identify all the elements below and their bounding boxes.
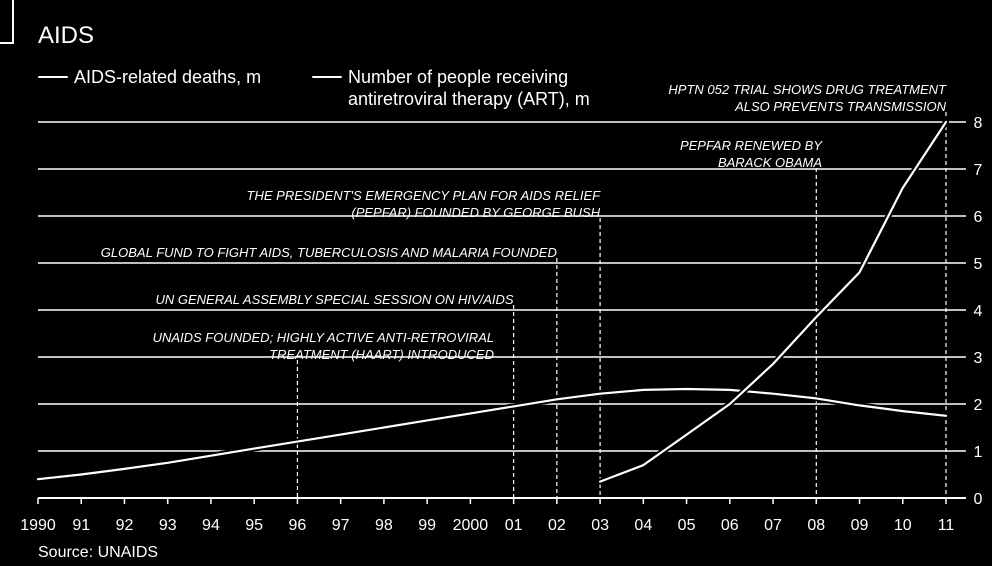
series-line-0 xyxy=(36,387,948,481)
data-point-series0-1997 xyxy=(339,433,342,436)
data-point-series0-1990 xyxy=(37,478,39,481)
corner-marker xyxy=(0,0,14,44)
x-tick-label-97: 97 xyxy=(332,517,350,534)
data-point-series0-2005 xyxy=(685,388,688,390)
data-point-series0-1991 xyxy=(80,473,83,476)
x-tick-label-91: 91 xyxy=(72,517,90,534)
data-point-series0-2003 xyxy=(599,392,601,395)
data-point-series0-2001 xyxy=(512,405,515,408)
y-tick-label-7: 7 xyxy=(974,162,983,179)
y-tick-label-1: 1 xyxy=(974,444,983,461)
data-point-series1-2006 xyxy=(729,403,731,405)
x-tick-label-01: 01 xyxy=(505,517,523,534)
legend-swatch-deaths xyxy=(38,76,68,78)
data-point-series0-2008 xyxy=(815,397,818,400)
legend-label-deaths: AIDS-related deaths, m xyxy=(74,67,262,87)
data-point-series0-2009 xyxy=(858,404,861,407)
event-label-2003-line-1: (PEPFAR) FOUNDED BY GEORGE BUSH xyxy=(351,205,600,220)
x-tick-label-99: 99 xyxy=(418,517,436,534)
x-tick-label-07: 07 xyxy=(764,517,782,534)
y-tick-label-5: 5 xyxy=(974,256,983,273)
x-tick-label-10: 10 xyxy=(894,517,912,534)
data-point-series0-2004 xyxy=(642,389,645,391)
y-tick-label-6: 6 xyxy=(974,209,983,226)
x-tick-label-95: 95 xyxy=(245,517,263,534)
data-point-series0-2000 xyxy=(469,412,472,415)
data-point-series0-2010 xyxy=(901,410,904,412)
data-point-series0-1998 xyxy=(383,426,385,429)
source-note: Source: UNAIDS xyxy=(38,544,159,561)
data-point-series0-2002 xyxy=(556,398,558,401)
x-tick-label-1990: 1990 xyxy=(20,517,56,534)
x-tick-label-94: 94 xyxy=(202,517,220,534)
x-tick-label-2000: 2000 xyxy=(453,517,489,534)
x-tick-label-09: 09 xyxy=(851,517,869,534)
x-tick-label-05: 05 xyxy=(678,517,696,534)
series-outline-0 xyxy=(35,386,949,483)
y-tick-label-4: 4 xyxy=(974,303,983,320)
series-outline-1 xyxy=(597,119,949,485)
event-label-2001-line-0: UN GENERAL ASSEMBLY SPECIAL SESSION ON H… xyxy=(155,292,513,307)
y-tick-label-2: 2 xyxy=(974,397,983,414)
event-label-2008-line-1: BARACK OBAMA xyxy=(718,155,822,170)
x-tick-label-92: 92 xyxy=(116,517,134,534)
x-tick-label-03: 03 xyxy=(591,517,609,534)
x-tick-label-96: 96 xyxy=(289,517,307,534)
data-point-series1-2007 xyxy=(772,363,774,365)
event-label-2011-line-1: ALSO PREVENTS TRANSMISSION xyxy=(734,99,947,114)
data-point-series0-1994 xyxy=(210,454,212,457)
data-point-series0-1999 xyxy=(426,419,428,422)
x-tick-label-02: 02 xyxy=(548,517,566,534)
x-tick-label-98: 98 xyxy=(375,517,393,534)
legend-label-art: Number of people receiving antiretrovira… xyxy=(348,67,590,109)
legend-swatch-art xyxy=(312,76,342,78)
chart-title: AIDS xyxy=(38,22,95,49)
y-tick-label-0: 0 xyxy=(974,491,983,508)
data-point-series0-2006 xyxy=(729,389,731,391)
event-label-2008-line-0: PEPFAR RENEWED BY xyxy=(680,138,823,153)
y-tick-label-3: 3 xyxy=(974,350,983,367)
data-point-series1-2009 xyxy=(858,271,861,274)
event-label-1996-line-0: UNAIDS FOUNDED; HIGHLY ACTIVE ANTI-RETRO… xyxy=(153,330,494,345)
x-tick-label-08: 08 xyxy=(807,517,825,534)
data-point-series0-2011 xyxy=(945,414,947,417)
data-point-series1-2003 xyxy=(599,480,601,483)
series-line-1 xyxy=(598,120,948,483)
event-label-2002-line-0: GLOBAL FUND TO FIGHT AIDS, TUBERCULOSIS … xyxy=(101,245,557,260)
y-tick-label-8: 8 xyxy=(974,115,983,132)
x-tick-label-93: 93 xyxy=(159,517,177,534)
data-point-series0-2007 xyxy=(772,392,774,395)
data-point-series1-2010 xyxy=(901,187,904,189)
event-label-2003-line-0: THE PRESIDENT'S EMERGENCY PLAN FOR AIDS … xyxy=(247,188,602,203)
data-point-series1-2008 xyxy=(815,316,818,318)
data-point-series0-1995 xyxy=(253,447,255,450)
x-tick-label-06: 06 xyxy=(721,517,739,534)
data-point-series1-2005 xyxy=(685,433,688,436)
x-tick-label-04: 04 xyxy=(634,517,652,534)
event-label-1996-line-1: TREATMENT (HAART) INTRODUCED xyxy=(269,347,494,362)
data-point-series1-2011 xyxy=(945,121,947,123)
x-tick-label-11: 11 xyxy=(938,517,955,534)
data-point-series0-1996 xyxy=(296,440,299,443)
data-point-series0-1993 xyxy=(166,461,169,464)
event-label-2011-line-0: HPTN 052 TRIAL SHOWS DRUG TREATMENT xyxy=(668,82,947,97)
data-point-series1-2004 xyxy=(642,464,645,466)
data-point-series0-1992 xyxy=(123,468,126,470)
